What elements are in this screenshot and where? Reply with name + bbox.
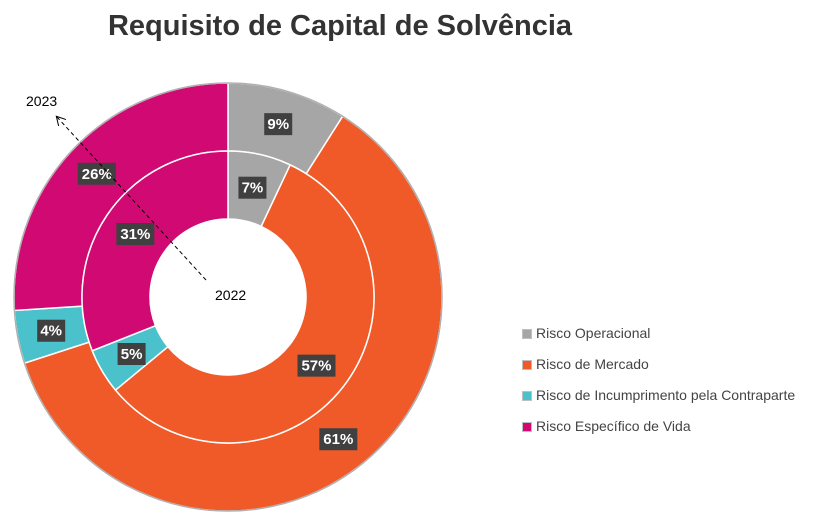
- legend-item: Risco de Incumprimento pela Contraparte: [522, 384, 795, 407]
- data-label-text: 5%: [121, 346, 143, 363]
- data-label-outer-3: 26%: [77, 162, 116, 185]
- data-label-inner-0: 7%: [238, 176, 267, 199]
- legend-item: Risco Específico de Vida: [522, 415, 795, 438]
- data-label-outer-1: 61%: [319, 428, 358, 451]
- legend-label: Risco de Incumprimento pela Contraparte: [536, 387, 796, 403]
- data-label-outer-0: 9%: [264, 113, 293, 136]
- donut-outer-edge: [13, 82, 443, 512]
- data-label-box: [297, 354, 336, 377]
- legend-label: Risco de Mercado: [536, 356, 649, 372]
- legend-swatch: [522, 328, 532, 339]
- data-label-box: [37, 319, 66, 342]
- data-label-inner-3: 31%: [116, 223, 155, 246]
- legend-item: Risco de Mercado: [522, 353, 795, 376]
- data-label-box: [77, 162, 116, 185]
- chart-title: Requisito de Capital de Solvência: [107, 10, 573, 42]
- data-label-box: [116, 223, 155, 246]
- data-label-box: [319, 428, 358, 451]
- data-label-outer-2: 4%: [37, 319, 66, 342]
- data-label-text: 26%: [82, 166, 112, 183]
- legend-label: Risco Operacional: [536, 325, 651, 341]
- data-label-text: 4%: [40, 323, 62, 340]
- data-label-box: [264, 113, 293, 136]
- data-label-inner-1: 57%: [297, 354, 336, 377]
- chart-legend: Risco Operacional Risco de Mercado Risco…: [522, 322, 795, 446]
- legend-label: Risco Específico de Vida: [536, 418, 691, 434]
- series-label-outer: 2023: [26, 93, 57, 109]
- data-label-text: 57%: [301, 358, 331, 375]
- legend-swatch: [522, 421, 532, 432]
- data-label-inner-2: 5%: [117, 343, 146, 366]
- data-label-text: 61%: [323, 431, 353, 448]
- data-label-text: 9%: [267, 116, 289, 133]
- series-pointer-line: [57, 117, 207, 281]
- series-label-inner: 2022: [215, 287, 246, 303]
- data-label-box: [238, 176, 267, 199]
- data-label-text: 31%: [120, 226, 150, 243]
- data-label-box: [117, 343, 146, 366]
- legend-swatch: [522, 359, 532, 370]
- donut-slice-inner-3: [81, 150, 229, 352]
- legend-item: Risco Operacional: [522, 322, 795, 345]
- legend-swatch: [522, 390, 532, 401]
- data-label-text: 7%: [242, 180, 264, 197]
